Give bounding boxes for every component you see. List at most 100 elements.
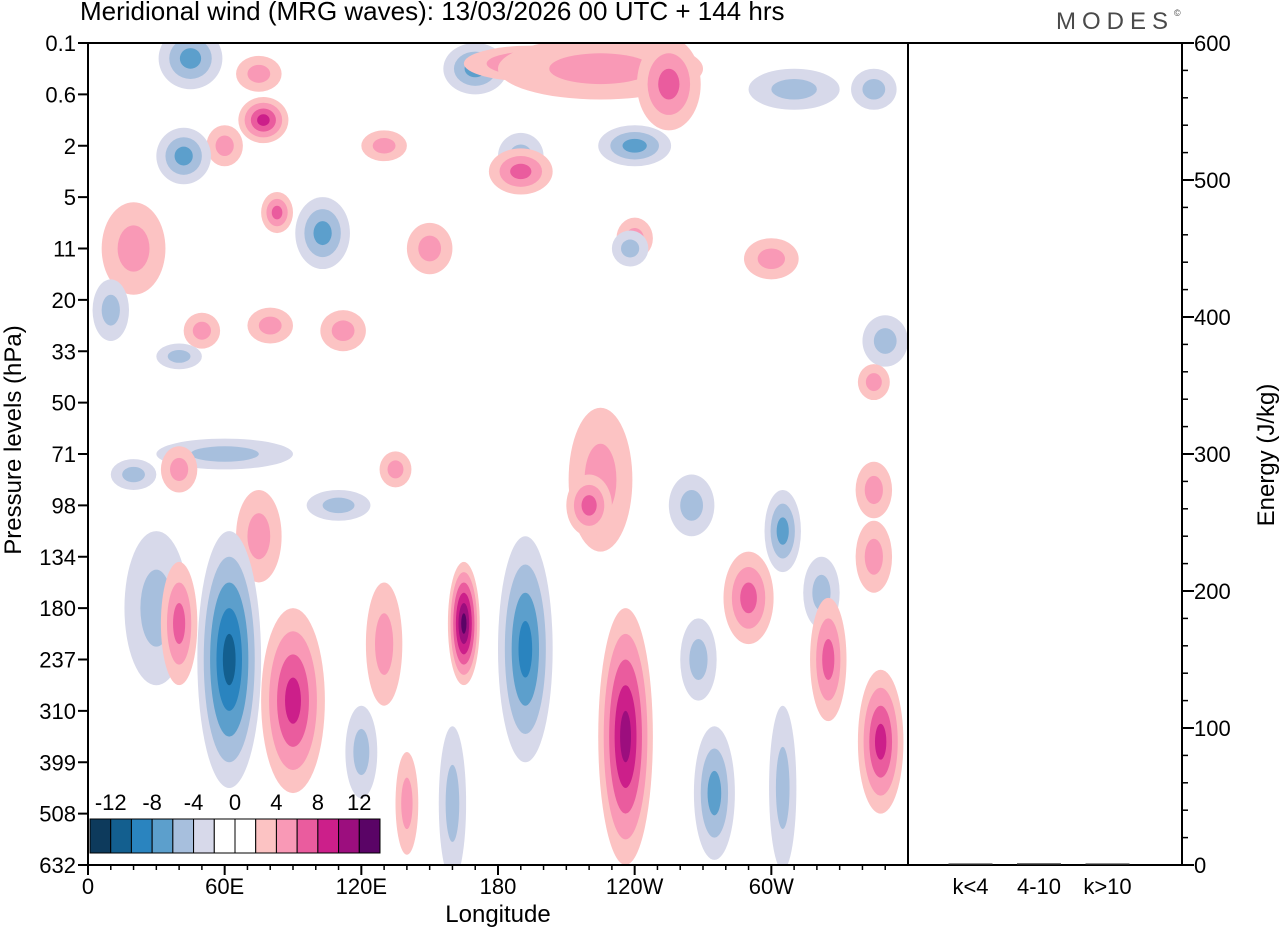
colorbar-swatch-12: [338, 818, 360, 854]
contour-47-level-1: [689, 638, 708, 681]
contour-43-level-1: [375, 613, 394, 675]
y-axis: 0.1 0.6 2 5 11 20 33 50 71 98 134 180 237 310 399 508 63…: [39, 31, 88, 878]
energy-category-label-0: k<4: [952, 874, 988, 899]
contour-25-level-1: [101, 294, 120, 326]
contour-21-level-1: [621, 239, 640, 258]
contour-27-level-1: [167, 349, 191, 363]
contour-6-level-1: [771, 78, 817, 100]
brand-logo: MODES©: [1056, 8, 1181, 36]
y-tick-label-4: 11: [53, 237, 76, 262]
contour-18-level-1: [418, 235, 442, 262]
colorbar: -12 -8 -4 0 4 8 12: [89, 790, 381, 854]
y-tick-label-3: 5: [64, 185, 76, 210]
contour-42-level-3: [285, 677, 301, 724]
energy-bar-0: [948, 863, 993, 865]
brand-mark: ©: [1174, 8, 1181, 18]
y-tick-label-11: 180: [39, 596, 76, 621]
contour-54-level-2: [707, 770, 722, 816]
y-tick-label-15: 508: [39, 802, 76, 827]
colorbar-swatch-5: [193, 818, 215, 854]
colorbar-swatch-8: [255, 818, 277, 854]
colorbar-swatch-11: [317, 818, 340, 854]
energy-tick-label-5: 500: [1194, 168, 1231, 193]
contour-38-level-1: [322, 497, 355, 514]
contour-48-level-2: [740, 582, 757, 614]
y-tick-label-14: 399: [39, 750, 76, 775]
chart-title: Meridional wind (MRG waves): 13/03/2026 …: [80, 0, 785, 26]
colorbar-label-6: 12: [347, 790, 371, 815]
y-tick-label-13: 310: [39, 699, 76, 724]
x-tick-label-5: 60W: [749, 874, 794, 899]
colorbar-swatch-13: [358, 818, 381, 854]
energy-tick-label-1: 100: [1194, 716, 1231, 741]
colorbar-label-0: -12: [95, 790, 127, 815]
contour-28-level-1: [865, 373, 882, 392]
contour-31-level-1: [122, 466, 145, 483]
contour-49-level-2: [776, 517, 789, 545]
x-tick-label-2: 120E: [336, 874, 387, 899]
energy-tick-label-6: 600: [1194, 31, 1231, 56]
contour-22-level-1: [192, 321, 211, 340]
contour-17-level-2: [313, 221, 332, 246]
contour-52-level-2: [822, 638, 835, 681]
contour-35-level-1: [680, 489, 703, 521]
energy-bars: k<4 4-10 k>10: [948, 863, 1132, 899]
colorbar-swatch-7: [234, 818, 257, 854]
colorbar-label-2: -4: [184, 790, 204, 815]
y-tick-label-1: 0.6: [45, 82, 76, 107]
contour-51-level-1: [864, 538, 883, 575]
contour-58-level-1: [775, 746, 790, 830]
contour-32-level-1: [387, 460, 404, 479]
colorbar-swatch-0: [89, 818, 112, 854]
y-tick-label-9: 98: [52, 493, 76, 518]
contour-37-level-1: [247, 513, 271, 560]
colorbar-swatch-3: [151, 818, 174, 854]
contour-7-level-1: [862, 78, 886, 100]
y-tick-label-8: 71: [52, 442, 76, 467]
energy-bar-1: [1017, 863, 1061, 865]
energy-category-label-2: k>10: [1083, 874, 1131, 899]
contour-8-level-1: [215, 135, 234, 157]
contour-14-level-2: [622, 138, 647, 153]
y-tick-label-0: 0.1: [45, 31, 76, 56]
contour-9-level-3: [257, 114, 270, 126]
y-tick-label-6: 33: [52, 339, 76, 364]
x-axis: 0 60E 120E 180 120W 60W: [82, 865, 886, 899]
x-tick-label-3: 180: [480, 874, 517, 899]
colorbar-label-5: 8: [312, 790, 324, 815]
energy-category-label-1: 4-10: [1017, 874, 1061, 899]
contour-53-level-3: [874, 723, 887, 760]
contour-30-level-1: [170, 457, 189, 481]
contour-4-level-1: [549, 53, 652, 85]
contour-26-level-1: [873, 328, 897, 354]
contour-29-level-1: [190, 446, 259, 462]
contour-45-level-3: [518, 620, 533, 678]
y-tick-label-5: 20: [52, 288, 76, 313]
energy-axis-title: Energy (J/kg): [1253, 384, 1280, 527]
y-axis-title: Pressure levels (hPa): [0, 325, 27, 554]
energy-axis: 0 100 200 300 400 500 600: [1182, 31, 1231, 878]
energy-tick-label-0: 0: [1194, 853, 1206, 878]
brand-name: MODES: [1056, 8, 1175, 35]
y-tick-label-2: 2: [64, 134, 76, 159]
contour-34-level-2: [581, 495, 597, 516]
x-tick-label-0: 0: [82, 874, 94, 899]
colorbar-label-3: 0: [229, 790, 241, 815]
x-tick-label-1: 60E: [205, 874, 244, 899]
contour-11-level-1: [372, 138, 396, 154]
x-tick-label-4: 120W: [606, 874, 664, 899]
colorbar-swatch-10: [296, 818, 319, 854]
y-tick-label-16: 632: [39, 853, 76, 878]
energy-bar-2: [1085, 863, 1130, 865]
contour-16-level-2: [271, 205, 283, 220]
colorbar-label-4: 4: [270, 790, 282, 815]
contour-57-level-1: [401, 777, 413, 830]
contour-46-level-4: [620, 710, 632, 763]
contour-40-level-2: [173, 602, 186, 645]
contour-1-level-1: [247, 64, 271, 83]
colorbar-label-1: -8: [142, 790, 162, 815]
y-tick-label-12: 237: [39, 648, 76, 673]
contour-10-level-2: [174, 146, 193, 166]
energy-tick-label-4: 400: [1194, 305, 1231, 330]
